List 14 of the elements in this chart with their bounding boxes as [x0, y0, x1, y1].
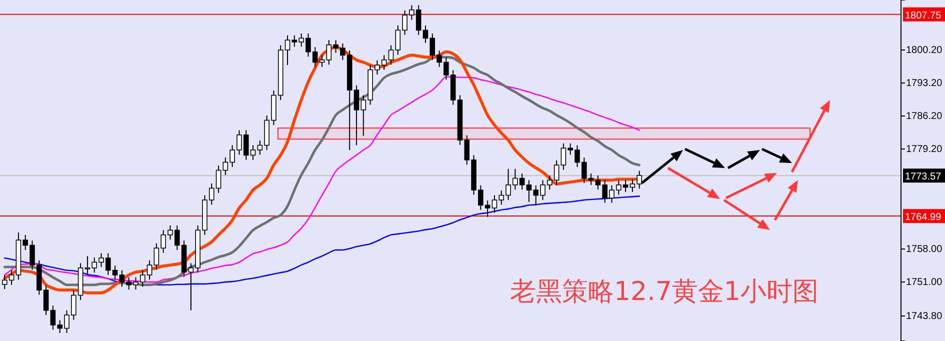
- y-tick-label: 1793.20: [906, 78, 943, 90]
- candlestick: [284, 34, 290, 66]
- y-tick-label: 1779.20: [906, 144, 943, 156]
- ref-line-label: 1764.99: [905, 212, 942, 224]
- y-tick-label: 1758.00: [906, 244, 943, 256]
- ref-line-label: 1807.75: [905, 10, 942, 22]
- candlestick: [354, 84, 360, 146]
- y-tick-label: 1786.20: [906, 111, 943, 122]
- ref-line-label: 1773.57: [905, 172, 942, 183]
- y-tick-label: 1743.80: [906, 311, 943, 322]
- candlestick: [319, 54, 325, 68]
- y-tick-label: 1751.00: [906, 277, 943, 288]
- annotation: 老黑策略12.7黄金1小时图: [510, 277, 818, 307]
- y-tick-label: 1800.20: [906, 45, 943, 56]
